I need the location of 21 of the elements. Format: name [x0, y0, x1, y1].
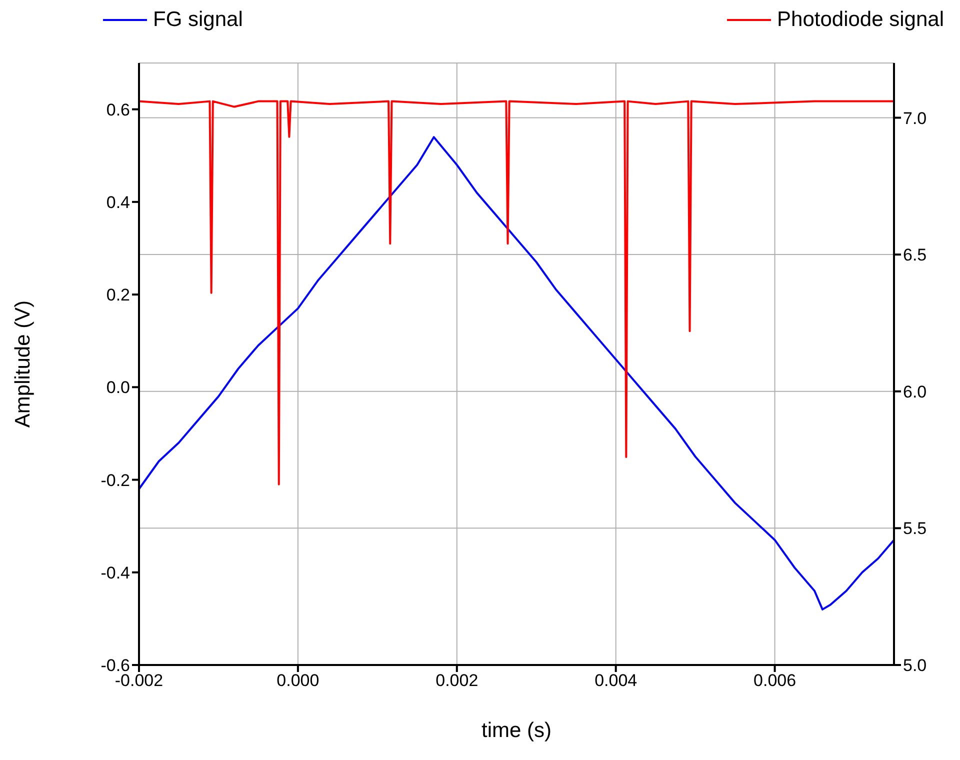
y2-tick-label: 6.0 [903, 382, 927, 402]
line-series [139, 136, 894, 610]
y-tick-label: 0.6 [106, 100, 130, 120]
x-tick-label: 0.006 [754, 671, 796, 690]
y-tick-label: -0.2 [100, 470, 130, 490]
y2-tick-label: 6.5 [903, 246, 927, 265]
line-series [139, 100, 894, 486]
legend-label: Photodiode signal [777, 8, 944, 32]
x-tick-label: 0.000 [276, 671, 320, 690]
y-axis-title: Amplitude (V) [11, 300, 34, 428]
y2-tick-label: 7.0 [903, 108, 927, 128]
y2-tick-label: 5.5 [903, 519, 927, 538]
x-tick-label: 0.002 [436, 671, 478, 690]
y-tick-label: 0.2 [106, 286, 130, 305]
x-tick-label: 0.004 [594, 671, 638, 690]
x-axis-title: time (s) [482, 719, 552, 742]
y-tick-label: 0.0 [106, 378, 130, 398]
legend-label: FG signal [153, 8, 243, 32]
y2-tick-label: 5.0 [903, 656, 927, 676]
y-tick-label: -0.4 [100, 563, 130, 582]
y-tick-label: 0.4 [106, 192, 130, 212]
